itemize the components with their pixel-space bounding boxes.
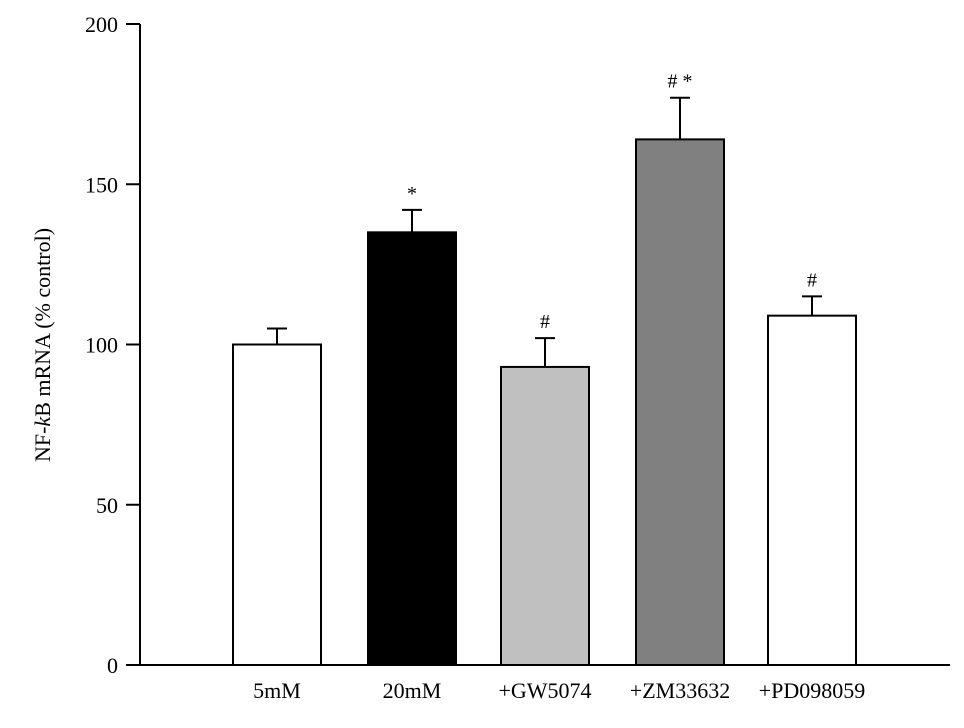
y-tick-label: 100 [85,333,118,358]
significance-annotations: * # # * # [407,71,817,333]
bar-zm33632 [635,138,725,666]
category-label: +PD098059 [759,678,866,703]
bar-pd098059 [767,314,857,666]
y-ticks: 0 50 100 150 200 [85,12,140,678]
significance-marker: # [807,269,817,291]
bars [232,96,857,666]
significance-marker: * [407,183,417,205]
y-axis-title: NF-kB mRNA (% control) [30,228,55,462]
category-label: 20mM [383,678,442,703]
y-tick-label: 150 [85,172,118,197]
category-label: +ZM33632 [630,678,730,703]
significance-marker: # [540,311,550,333]
significance-marker: # * [668,71,693,93]
y-tick-label: 0 [107,653,118,678]
bar-5mm [232,343,322,666]
category-label: +GW5074 [498,678,591,703]
y-tick-label: 50 [96,493,118,518]
y-tick-label: 200 [85,12,118,37]
category-label: 5mM [253,678,301,703]
bar-gw5074 [500,365,590,666]
bar-20mm [367,231,457,666]
category-labels: 5mM 20mM +GW5074 +ZM33632 +PD098059 [253,678,865,703]
